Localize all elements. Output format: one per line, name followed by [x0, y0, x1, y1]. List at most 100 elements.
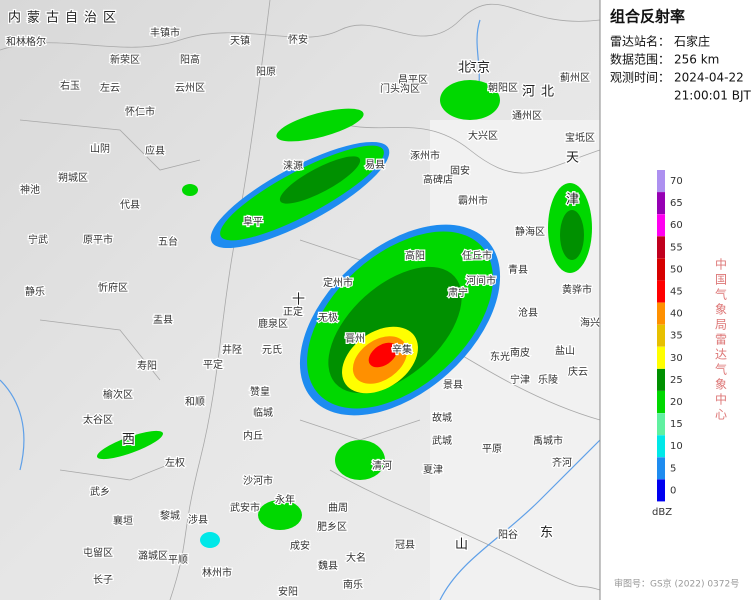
place-label: 北京 [458, 61, 496, 76]
legend-swatch [657, 258, 665, 281]
place-label: 清河 [372, 459, 392, 472]
place-label: 阜平 [243, 215, 263, 228]
place-label: 宁津 [510, 373, 530, 386]
place-label: 忻府区 [98, 281, 128, 294]
legend-swatch [657, 413, 665, 436]
place-label: 景县 [443, 379, 463, 391]
info-value: 2024-04-22 [674, 71, 744, 85]
legend-label: 25 [670, 375, 683, 386]
legend-swatch [657, 280, 665, 303]
legend-label: 50 [670, 264, 683, 275]
legend-swatch [657, 435, 665, 458]
place-label: 乐陵 [538, 374, 558, 386]
place-label: 襄垣 [113, 514, 133, 527]
place-label: 南皮 [510, 346, 530, 359]
place-label: 沙河市 [243, 474, 273, 487]
place-label: 静海区 [515, 225, 545, 238]
place-label: 天镇 [230, 34, 250, 47]
place-label: 曲周 [328, 502, 348, 514]
legend-label: 35 [670, 331, 683, 342]
place-label: 夏津 [423, 464, 443, 476]
legend-label: 40 [670, 309, 683, 320]
place-label: 鹿泉区 [258, 317, 288, 330]
legend-label: 65 [670, 198, 683, 209]
legend-label: 15 [670, 419, 683, 430]
place-label: 涉县 [188, 513, 208, 526]
place-label: 怀安 [288, 33, 308, 46]
info-label: 雷达站名： [610, 34, 670, 49]
place-label: 和顺 [185, 396, 205, 408]
place-label: 赞皇 [250, 385, 270, 398]
place-label: 和林格尔 [6, 35, 46, 48]
place-label: 无极 [318, 311, 338, 324]
place-label: 云州区 [175, 82, 205, 94]
place-label: 冠县 [395, 539, 415, 551]
place-label: 盐山 [555, 344, 575, 357]
place-label: 静乐 [25, 285, 45, 298]
place-label: 井陉 [222, 343, 242, 356]
legend-swatch [657, 479, 665, 502]
legend-label: 30 [670, 353, 683, 364]
legend-swatch [657, 170, 665, 192]
place-label: 海兴 [580, 316, 600, 329]
legend-swatch [657, 302, 665, 325]
legend-swatch [657, 346, 665, 369]
place-label: 东光 [490, 350, 510, 363]
place-label: 固安 [450, 164, 470, 177]
place-label: 朔城区 [58, 171, 88, 184]
place-label: 故城 [432, 411, 452, 424]
info-value: 石家庄 [674, 34, 710, 49]
place-label: 朝阳区 [488, 82, 518, 94]
place-label: 河北 [522, 85, 560, 100]
place-label: 涿州市 [410, 149, 440, 162]
legend-swatch [657, 368, 665, 391]
place-label: 平定 [203, 358, 223, 371]
place-label: 应县 [145, 144, 165, 157]
legend-label: 55 [670, 242, 683, 253]
echo [96, 430, 164, 460]
place-label: 庆云 [568, 365, 588, 378]
legend-label: 5 [670, 463, 676, 474]
echo [200, 532, 220, 548]
place-label: 榆次区 [103, 388, 133, 401]
place-label: 右玉 [60, 79, 80, 92]
place-label: 禹城市 [533, 434, 563, 447]
info-label: 观测时间： [610, 71, 670, 85]
place-label: 肥乡区 [317, 521, 347, 533]
place-label: 神池 [20, 183, 40, 196]
place-label: 太谷区 [83, 413, 113, 426]
echo [276, 108, 364, 142]
echo [440, 80, 500, 120]
place-label: 青县 [508, 263, 528, 276]
place-label: 新荣区 [110, 53, 140, 66]
place-label: 蓟州区 [560, 71, 590, 84]
place-label: 长子 [93, 574, 113, 586]
place-label: 辛集 [392, 343, 412, 356]
place-label: 天 [566, 151, 585, 166]
place-label: 阳原 [256, 66, 276, 78]
place-label: 潞城区 [138, 549, 168, 562]
place-label: 武安市 [230, 501, 260, 514]
place-label: 津 [566, 193, 585, 208]
place-label: 平顺 [168, 554, 188, 566]
place-label: 东 [540, 526, 559, 541]
legend-label: 70 [670, 176, 683, 187]
place-label: 丰镇市 [150, 26, 180, 39]
place-label: 内蒙古自治区 [8, 10, 122, 26]
place-label: 元氏 [262, 344, 282, 356]
place-label: 魏县 [318, 559, 338, 572]
place-label: 河间市 [466, 274, 496, 287]
place-label: 盂县 [153, 314, 173, 326]
legend-label: 60 [670, 220, 683, 231]
legend-label: 0 [670, 485, 676, 496]
agency: 中国气象局雷达气象中心 [714, 257, 728, 423]
legend-unit: dBZ [652, 507, 672, 518]
place-label: 大兴区 [468, 129, 498, 142]
place-label: 高碑店 [423, 173, 453, 186]
place-label: 林州市 [202, 566, 232, 579]
